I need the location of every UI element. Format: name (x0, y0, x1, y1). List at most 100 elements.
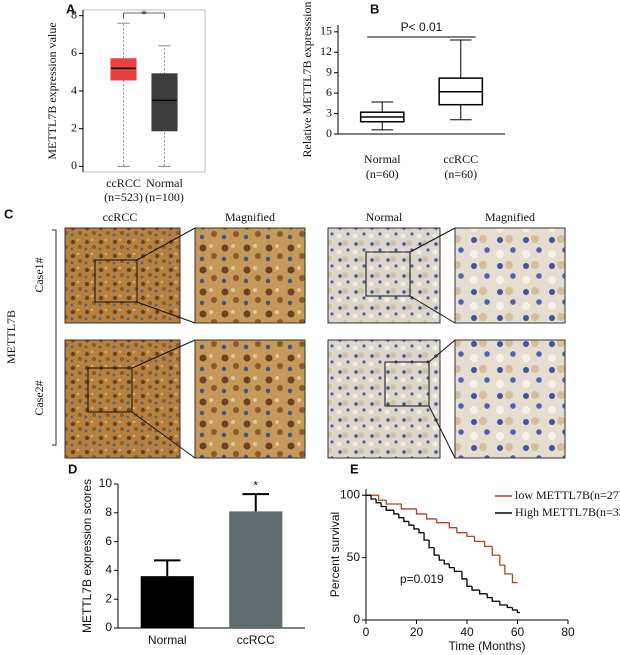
survival-step (486, 593, 493, 599)
y-tick-label: 6 (105, 534, 112, 548)
y-tick-label: 10 (99, 476, 113, 490)
panel-label: A (66, 1, 76, 16)
y-tick-label: 3 (326, 105, 332, 119)
x-tick-label: (n=60) (444, 167, 477, 181)
y-tick-label: 2 (105, 591, 112, 605)
survival-step (398, 513, 404, 519)
survival-step (491, 546, 500, 556)
survival-step (403, 517, 409, 523)
annotation: * (253, 478, 258, 492)
box (110, 58, 137, 81)
survival-step (448, 522, 457, 529)
x-tick-label: ccRCC (237, 633, 275, 647)
x-tick-label: ccRCC (443, 152, 478, 166)
survival-step (499, 601, 508, 606)
bar (229, 511, 283, 628)
annotation: p=0.019 (400, 572, 444, 586)
y-tick-label: 2 (71, 120, 77, 134)
survival-step (393, 510, 399, 515)
x-tick-label: 20 (410, 625, 424, 639)
y-tick-label: 0 (353, 612, 360, 626)
micrograph-panel: ccRCC Magnified Normal Magnified Case1# … (4, 210, 566, 459)
zoom-box (87, 227, 456, 459)
micrograph (194, 227, 306, 324)
y-tick-label: 8 (105, 505, 112, 519)
micrograph (327, 339, 441, 459)
x-tick-label: 0 (363, 625, 370, 639)
survival-step (491, 597, 500, 602)
micrograph (454, 227, 566, 324)
stain-label: METTL7B (4, 310, 18, 364)
x-tick-label: 60 (511, 625, 525, 639)
x-tick-label: 80 (561, 625, 575, 639)
legend-label: low METTL7B(n=27) (515, 488, 620, 502)
survival-step (415, 508, 427, 515)
x-tick-label: (n=523) (104, 190, 143, 204)
y-tick-label: 6 (71, 45, 77, 59)
y-tick-label: 0 (326, 126, 332, 140)
column-label: ccRCC (103, 210, 138, 224)
micrograph (64, 339, 181, 459)
x-tick-label: 40 (460, 625, 474, 639)
y-tick-label: 100 (340, 487, 360, 501)
survival-step (408, 521, 414, 526)
survival-step (511, 607, 518, 611)
panel-label: C (4, 206, 14, 221)
survival-step (385, 506, 394, 511)
y-tick-label: 0 (71, 158, 77, 172)
annotation: * (141, 7, 147, 21)
y-tick-label: 0 (105, 620, 112, 634)
survival-step (516, 610, 521, 614)
y-tick-label: 50 (347, 550, 361, 564)
survival-step (478, 590, 488, 595)
panel-label: B (370, 1, 379, 16)
y-axis-label: Percent survival (328, 512, 342, 597)
row-label: Case1# (32, 257, 46, 292)
panel-label: D (68, 461, 77, 476)
x-tick-label: (n=100) (145, 190, 184, 204)
column-label: Magnified (485, 210, 535, 224)
survival-step (377, 495, 387, 501)
survival-step (400, 503, 417, 510)
survival-step (504, 565, 513, 575)
x-axis-label: Time (Months) (449, 639, 526, 653)
micrograph (454, 339, 566, 459)
survival-step (413, 525, 420, 530)
x-tick-label: ccRCC (106, 176, 141, 190)
legend-label: High METTL7B(n=33) (515, 505, 620, 519)
x-tick-label: (n=60) (366, 167, 399, 181)
annotation: P< 0.01 (401, 20, 443, 34)
survival-step (511, 573, 518, 584)
survival-step (453, 567, 462, 572)
micrograph (194, 339, 306, 459)
column-label: Normal (366, 210, 403, 224)
y-axis-label: Relative METTL7B expresssion (300, 2, 314, 158)
micrograph (64, 227, 181, 324)
micrograph (327, 227, 441, 324)
y-axis-label: METTL7B expression value (45, 22, 59, 159)
survival-step (423, 532, 430, 541)
y-tick-label: 15 (320, 24, 332, 38)
survival-step (499, 555, 505, 566)
survival-step (380, 502, 387, 508)
x-tick-label: Normal (148, 633, 187, 647)
survival-step (466, 578, 473, 587)
survival-step (425, 513, 437, 520)
y-tick-label: 6 (326, 85, 332, 99)
y-tick-label: 4 (71, 83, 77, 97)
panel-label: E (350, 461, 359, 476)
survival-step (433, 547, 440, 556)
survival-step (418, 528, 425, 534)
survival-step (370, 495, 377, 500)
survival-step (438, 555, 445, 561)
x-tick-label: Normal (364, 152, 401, 166)
significance-bracket (123, 12, 165, 19)
x-tick-label: Normal (146, 176, 183, 190)
survival-step (428, 540, 435, 549)
survival-step (443, 560, 450, 565)
box (151, 73, 178, 132)
survival-step (461, 571, 467, 580)
survival-step (506, 605, 513, 609)
survival-step (473, 536, 485, 543)
